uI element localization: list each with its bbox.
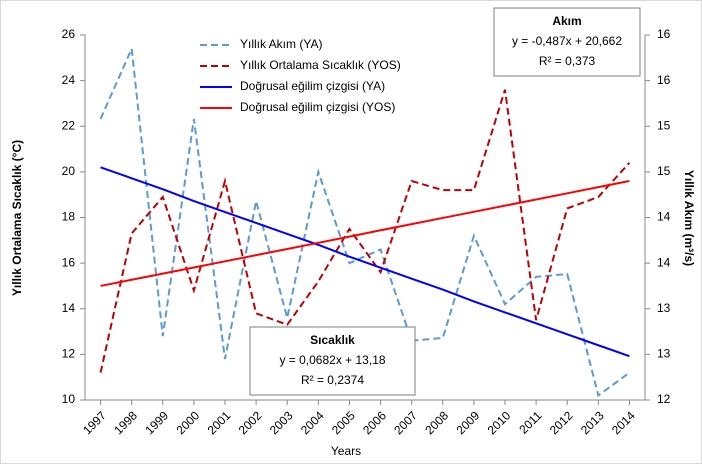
y2-tick-label: 15	[657, 164, 671, 178]
y2-tick-label: 16	[657, 27, 671, 41]
legend-label: Doğrusal eğilim çizgisi (YA)	[240, 79, 385, 93]
legend-label: Yıllık Ortalama Sıcaklık (YOS)	[240, 58, 401, 72]
annotation-equation: y = 0,0682x + 13,18	[279, 353, 385, 367]
y2-tick-label: 13	[657, 301, 671, 315]
y2-tick-label: 14	[657, 210, 671, 224]
y-tick-label: 12	[62, 347, 76, 361]
y2-tick-label: 13	[657, 347, 671, 361]
y-axis-label: Yıllık Ortalama Sıcaklık (°C)	[10, 140, 24, 296]
annotation-box	[249, 326, 416, 396]
y2-axis-label: Yıllık Akım (m³/s)	[682, 170, 696, 266]
y-tick-label: 20	[62, 164, 76, 178]
y2-tick-label: 14	[657, 255, 671, 269]
y2-tick-label: 16	[657, 73, 671, 87]
legend-label: Yıllık Akım (YA)	[240, 37, 322, 51]
annotation-title: Akım	[552, 14, 581, 28]
series-line	[100, 166, 630, 358]
y2-tick-label: 12	[657, 392, 671, 406]
annotation-equation: y = -0,487x + 20,662	[512, 34, 622, 48]
y-tick-label: 18	[62, 210, 76, 224]
annotation-box	[493, 7, 641, 77]
y-tick-label: 22	[62, 118, 76, 132]
legend-label: Doğrusal eğilim çizgisi (YOS)	[240, 100, 395, 114]
y-tick-label: 10	[62, 392, 76, 406]
x-axis-label: Years	[331, 444, 361, 458]
annotation-r2: R² = 0,2374	[301, 373, 364, 387]
y-tick-label: 16	[62, 255, 76, 269]
y2-tick-label: 15	[657, 118, 671, 132]
series-line	[99, 89, 631, 373]
annotation-title: Sıcaklık	[310, 333, 355, 347]
y-tick-label: 24	[62, 73, 76, 87]
y-tick-label: 14	[62, 301, 76, 315]
series-line	[100, 180, 630, 287]
y-tick-label: 26	[62, 27, 76, 41]
annotation-r2: R² = 0,373	[539, 54, 596, 68]
